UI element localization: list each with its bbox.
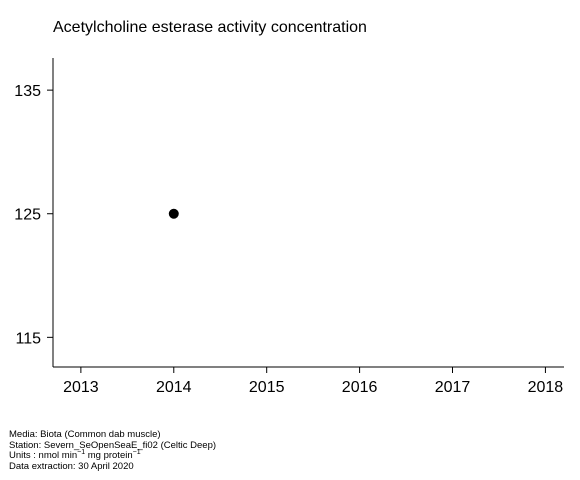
data-points	[168, 208, 179, 219]
chart-title: Acetylcholine esterase activity concentr…	[53, 19, 367, 36]
y-axis-ticks: 135 125 115	[14, 83, 53, 347]
footer-units-prefix: Units : nmol min	[9, 450, 78, 461]
x-axis-ticks: 2013 2014 2015 2016 2017 2018	[63, 367, 563, 396]
x-tick-label: 2015	[249, 379, 285, 396]
y-tick-label: 135	[14, 83, 41, 100]
footer-units-middle: mg protein	[85, 450, 133, 461]
y-tick-label: 125	[14, 207, 41, 224]
x-tick-label: 2013	[63, 379, 99, 396]
x-tick-label: 2016	[342, 379, 378, 396]
chart-footer: Media: Biota (Common dab muscle) Station…	[9, 429, 217, 472]
x-tick-label: 2017	[435, 379, 471, 396]
footer-units: Units : nmol min−1 mg protein−1	[9, 449, 216, 462]
footer-station: Station: Severn_SeOpenSeaE_fi02 (Celtic …	[9, 439, 217, 451]
footer-units-exponent-2: −1	[132, 449, 141, 456]
x-tick-label: 2018	[528, 379, 564, 396]
x-tick-label: 2014	[156, 379, 192, 396]
data-point	[168, 208, 179, 219]
y-tick-label: 115	[15, 330, 41, 347]
footer-units-exponent-1: −1	[77, 449, 86, 456]
footer-media: Media: Biota (Common dab muscle)	[9, 429, 161, 440]
footer-extraction: Data extraction: 30 April 2020	[9, 460, 134, 472]
